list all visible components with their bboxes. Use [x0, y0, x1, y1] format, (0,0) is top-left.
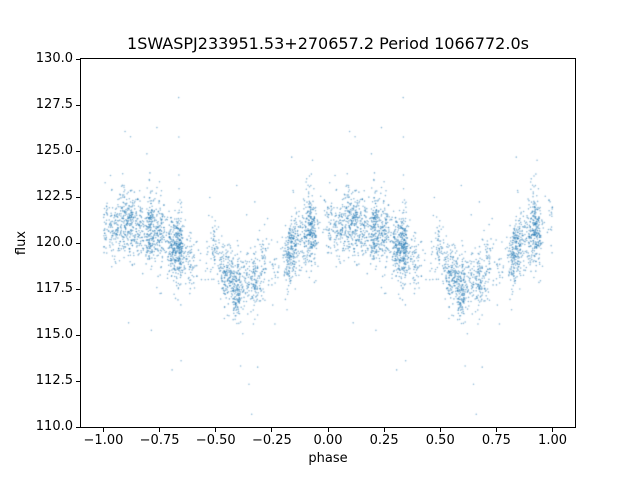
y-tick-label: 112.5 — [35, 373, 73, 388]
x-axis-label: phase — [308, 451, 348, 466]
x-tick-label: 0.00 — [313, 433, 343, 448]
x-tick-label: 0.50 — [425, 433, 455, 448]
plot-area — [80, 58, 576, 428]
y-tick-mark — [76, 242, 80, 244]
x-tick-label: −1.00 — [83, 433, 124, 448]
y-tick-mark — [76, 426, 80, 428]
x-tick-label: −0.75 — [139, 433, 180, 448]
x-tick-label: 0.75 — [481, 433, 511, 448]
x-tick-mark — [102, 428, 104, 432]
y-tick-label: 122.5 — [35, 189, 73, 204]
y-tick-mark — [76, 58, 80, 60]
y-tick-mark — [76, 288, 80, 290]
y-tick-label: 115.0 — [35, 327, 73, 342]
x-tick-mark — [327, 428, 329, 432]
x-tick-mark — [271, 428, 273, 432]
x-tick-mark — [159, 428, 161, 432]
y-tick-mark — [76, 334, 80, 336]
x-tick-label: 0.25 — [369, 433, 399, 448]
y-tick-mark — [76, 150, 80, 152]
x-tick-mark — [439, 428, 441, 432]
y-tick-mark — [76, 380, 80, 382]
scatter-canvas — [81, 59, 575, 427]
y-tick-label: 120.0 — [35, 235, 73, 250]
x-tick-label: 1.00 — [538, 433, 567, 448]
x-tick-label: −0.50 — [195, 433, 236, 448]
y-tick-label: 130.0 — [35, 51, 73, 66]
x-tick-mark — [495, 428, 497, 432]
y-tick-label: 110.0 — [35, 419, 73, 434]
y-tick-mark — [76, 104, 80, 106]
x-tick-mark — [215, 428, 217, 432]
y-tick-mark — [76, 196, 80, 198]
x-tick-mark — [552, 428, 554, 432]
y-tick-label: 125.0 — [35, 143, 73, 158]
x-tick-mark — [383, 428, 385, 432]
y-tick-label: 117.5 — [35, 281, 73, 296]
x-tick-label: −0.25 — [251, 433, 292, 448]
y-tick-label: 127.5 — [35, 97, 73, 112]
chart-title: 1SWASPJ233951.53+270657.2 Period 1066772… — [127, 34, 529, 53]
